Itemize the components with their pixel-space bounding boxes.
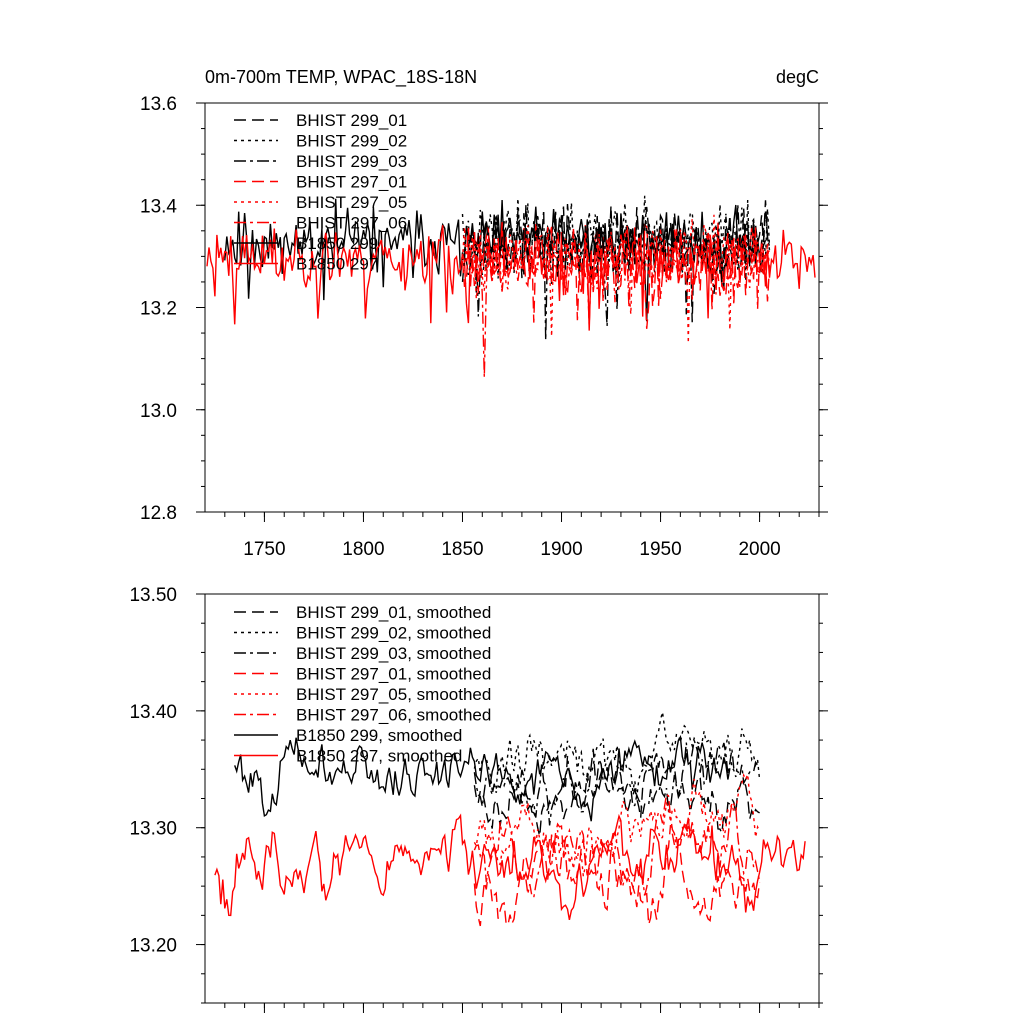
- units-label: degC: [776, 67, 819, 87]
- x-tick-label: 1900: [540, 539, 582, 560]
- x-tick-label: 1950: [639, 539, 681, 560]
- legend-label: B1850 299, smoothed: [296, 726, 462, 745]
- legend-label: B1850 297, smoothed: [296, 747, 462, 766]
- y-tick-label: 13.0: [140, 401, 177, 422]
- legend-label: BHIST 299_01: [296, 111, 407, 130]
- legend-label: BHIST 299_02, smoothed: [296, 624, 491, 643]
- y-tick-label: 13.50: [129, 585, 177, 606]
- legend-label: B1850 297: [296, 255, 378, 274]
- legend-label: BHIST 297_06, smoothed: [296, 706, 491, 725]
- legend-label: BHIST 297_05: [296, 193, 407, 212]
- legend-label: BHIST 297_06: [296, 214, 407, 233]
- series-line-bhist-297-05-smoothed: [473, 773, 761, 877]
- series-line-b1850-297-smoothed: [214, 813, 806, 921]
- y-tick-label: 12.8: [140, 503, 177, 524]
- legend-label: BHIST 299_02: [296, 132, 407, 151]
- series-line-bhist-299-03-smoothed: [473, 740, 761, 826]
- series-line-bhist-297-06: [461, 226, 771, 378]
- series-line-bhist-299-01-smoothed: [473, 748, 760, 837]
- y-tick-label: 13.6: [140, 94, 177, 115]
- legend-label: BHIST 299_03: [296, 152, 407, 171]
- series-group: [214, 711, 806, 927]
- y-tick-label: 13.30: [129, 819, 177, 840]
- y-tick-label: 13.40: [129, 702, 177, 723]
- bottom-panel: 13.20 13.30 13.40 13.50 BHIST 299_01, smooth…: [129, 585, 828, 1013]
- legend-label: B1850 299: [296, 234, 378, 253]
- y-tick-label: 13.2: [140, 299, 177, 320]
- x-tick-label: 1800: [342, 539, 384, 560]
- series-group: [206, 195, 816, 378]
- y-tick-label: 13.20: [129, 936, 177, 957]
- legend-label: BHIST 299_03, smoothed: [296, 644, 491, 663]
- x-tick-label: 2000: [738, 539, 780, 560]
- legend-label: BHIST 299_01, smoothed: [296, 603, 491, 622]
- x-tick-label: 1750: [243, 539, 285, 560]
- legend-label: BHIST 297_01, smoothed: [296, 665, 491, 684]
- legend: BHIST 299_01, smoothed BHIST 299_02, smoo…: [234, 603, 491, 766]
- chart-title: 0m-700m TEMP, WPAC_18S-18N: [205, 67, 477, 88]
- x-tick-label: 1850: [441, 539, 483, 560]
- legend-label: BHIST 297_05, smoothed: [296, 685, 491, 704]
- legend-label: BHIST 297_01: [296, 173, 407, 192]
- series-line-bhist-297-01-smoothed: [473, 822, 761, 927]
- top-panel: 12.8 13.0 13.2 13.4 13.6 1750 1800 1850 1900 1950…: [140, 67, 828, 560]
- y-tick-label: 13.4: [140, 196, 177, 217]
